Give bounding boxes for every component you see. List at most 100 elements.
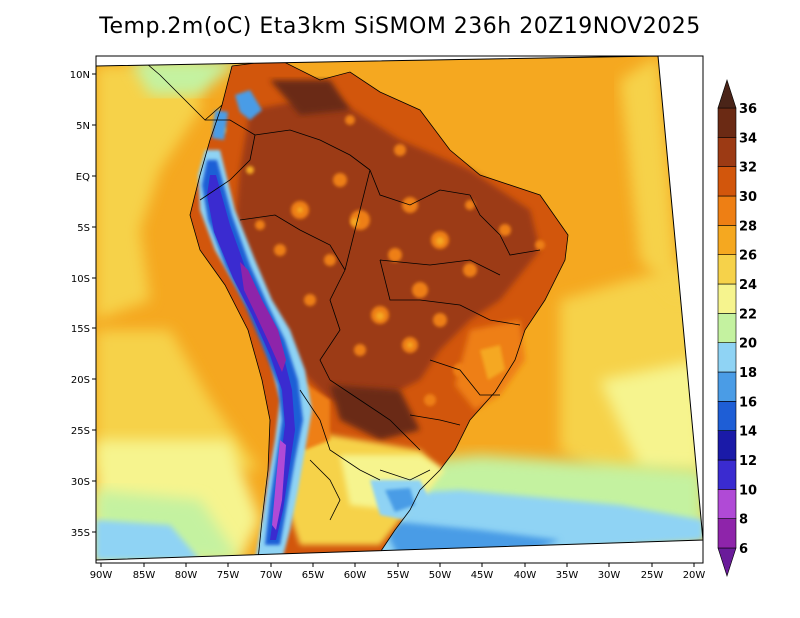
colorbar-segment — [717, 342, 737, 373]
colorbar-segment — [717, 254, 737, 285]
lon-label: 90W — [90, 570, 113, 581]
atlantic-pale-band — [600, 360, 703, 470]
colorbar-label: 32 — [739, 161, 757, 176]
lon-label: 45W — [471, 570, 494, 581]
peru-brazil-border — [239, 214, 346, 271]
lon-label: 75W — [217, 570, 240, 581]
colorbar-segment — [717, 166, 737, 197]
rs-border — [379, 469, 431, 481]
northeast-state-border — [499, 234, 541, 256]
lat-label: 5N — [76, 121, 90, 132]
lon-label: 65W — [302, 570, 325, 581]
pacific-north-band — [96, 62, 200, 320]
colorbar-segment — [717, 459, 737, 490]
uruguay-cold — [385, 488, 415, 512]
colorbar-segment — [717, 401, 737, 431]
brazil-north-border — [254, 129, 371, 171]
bolivia-border — [319, 269, 346, 381]
axes-frame — [95, 55, 704, 564]
colorbar-label: 18 — [739, 366, 757, 381]
colorbar-segment — [717, 430, 737, 461]
pacific-cold-patch — [96, 520, 200, 560]
pacific-south-band — [96, 330, 260, 470]
lat-labels: 10N 5N EQ 5S 10S 15S 20S 25S 30S 35S — [70, 70, 90, 539]
lon-label: 40W — [514, 570, 537, 581]
political-borders — [139, 57, 569, 560]
minas-highlands — [480, 345, 505, 380]
lon-label: 60W — [344, 570, 367, 581]
amazonas-para-border — [344, 169, 371, 271]
lon-label: 25W — [641, 570, 664, 581]
colorbar: 6 8 10 12 14 16 18 20 22 24 26 28 30 32 34 36 — [717, 79, 757, 577]
lat-label: 35S — [71, 528, 90, 539]
colorbar-label: 36 — [739, 102, 757, 117]
atlantic-northeast-band — [620, 56, 680, 300]
colorbar-segment — [717, 137, 737, 167]
colorbar-segment — [717, 371, 737, 402]
colorbar-segment — [717, 518, 737, 549]
colorbar-label: 12 — [739, 454, 757, 469]
minas-border — [429, 359, 500, 396]
lat-ticks — [92, 73, 96, 533]
colorbar-label: 10 — [739, 483, 757, 498]
lon-ticks — [100, 563, 695, 567]
lon-label: 30W — [598, 570, 621, 581]
colorbar-segment — [717, 225, 737, 255]
atlantic-coastline — [231, 59, 569, 560]
hot-core — [235, 95, 540, 400]
colorbar-segment — [717, 283, 737, 314]
lat-label: EQ — [76, 172, 90, 183]
colombia-peru-border — [199, 134, 256, 201]
altiplano-coldest — [240, 262, 286, 372]
lon-label: 35W — [556, 570, 579, 581]
colorbar-label: 14 — [739, 425, 757, 440]
colorbar-segment — [717, 313, 737, 343]
maranhao-border — [469, 194, 501, 236]
lat-label: 5S — [77, 223, 90, 234]
colorbar-max-arrow — [717, 79, 737, 109]
colorbar-label: 8 — [739, 513, 748, 528]
colorbar-segment — [717, 107, 737, 138]
chaco-hot — [330, 385, 420, 440]
colorbar-segment — [717, 195, 737, 226]
lon-label: 85W — [133, 570, 156, 581]
colorbar-label: 26 — [739, 249, 757, 264]
colorbar-label: 34 — [739, 131, 757, 146]
colorbar-min-arrow — [717, 547, 737, 577]
lon-label: 55W — [387, 570, 410, 581]
colorbar-label: 16 — [739, 395, 757, 410]
lake-outline — [309, 459, 341, 521]
lat-label: 30S — [71, 477, 90, 488]
mato-grosso-border — [379, 259, 420, 301]
venezuela-hot — [270, 80, 350, 115]
lon-label: 50W — [429, 570, 452, 581]
lon-label: 20W — [683, 570, 706, 581]
andes-very-cold — [207, 175, 295, 540]
amazon-state-border — [369, 169, 471, 206]
colombian-andes — [212, 110, 228, 140]
colorbar-label: 20 — [739, 337, 757, 352]
lat-label: 10N — [70, 70, 90, 81]
parana-border — [409, 414, 461, 426]
colorbar-label: 6 — [739, 542, 748, 557]
central-america-coast — [139, 57, 223, 121]
pacific-coastline — [189, 65, 271, 560]
colorbar-segment — [717, 489, 737, 519]
argentina-border — [299, 389, 381, 481]
lat-label: 25S — [71, 426, 90, 437]
colorbar-label: 22 — [739, 307, 757, 322]
lon-label: 70W — [260, 570, 283, 581]
lon-label: 80W — [175, 570, 198, 581]
lat-label: 20S — [71, 375, 90, 386]
colorbar-label: 24 — [739, 278, 757, 293]
paraguay-border — [329, 379, 421, 451]
map-title: Temp.2m(oC) Eta3km SiSMOM 236h 20Z19NOV2… — [99, 14, 701, 39]
central-state-border — [379, 259, 501, 276]
venezuelan-andes — [235, 90, 262, 120]
lon-labels: 90W 85W 80W 75W 70W 65W 60W 55W 50W 45W … — [90, 570, 706, 581]
lat-label: 10S — [71, 274, 90, 285]
colombia-venezuela-border — [205, 119, 256, 136]
colorbar-label: 28 — [739, 219, 757, 234]
goias-border — [419, 299, 521, 326]
